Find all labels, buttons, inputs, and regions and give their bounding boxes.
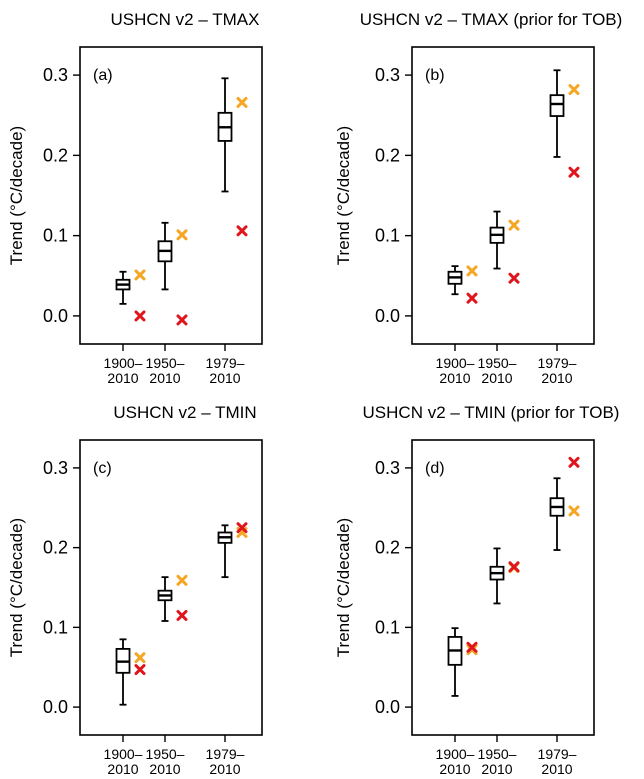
panel-title: USHCN v2 – TMIN <box>113 403 256 422</box>
panel-title: USHCN v2 – TMAX <box>111 10 260 29</box>
x-tick-label: 2010 <box>107 761 138 777</box>
x-tick-label: 1979– <box>206 746 245 762</box>
y-tick-label: 0.0 <box>375 697 400 717</box>
orange-marker <box>466 265 478 277</box>
panel-4: USHCN v2 – TMIN (prior for TOB) (d) Trend … <box>334 403 619 777</box>
y-tick-label: 0.2 <box>375 538 400 558</box>
y-tick-label: 0.1 <box>375 226 400 246</box>
x-tick-label: 2010 <box>149 761 180 777</box>
red-marker <box>508 272 520 284</box>
box-1 <box>115 638 131 706</box>
red-marker <box>176 609 188 621</box>
orange-marker <box>466 644 478 656</box>
plot-frame <box>79 46 263 345</box>
red-marker <box>568 166 580 178</box>
red-marker <box>466 641 478 653</box>
x-tick-label: 1979– <box>206 355 245 371</box>
y-tick-label: 0.1 <box>43 617 68 637</box>
orange-marker <box>568 84 580 96</box>
y-tick-label: 0.0 <box>43 306 68 326</box>
box-2 <box>489 547 505 605</box>
y-tick-label: 0.1 <box>375 617 400 637</box>
x-tick-label: 1900– <box>436 355 475 371</box>
y-axis-label: Trend (°C/decade) <box>7 518 26 657</box>
panel-2: USHCN v2 – TMAX (prior for TOB) (b) Trend … <box>334 10 622 386</box>
orange-marker <box>134 652 146 664</box>
panel-label: (c) <box>93 460 112 477</box>
red-marker <box>466 292 478 304</box>
x-tick-label: 1950– <box>478 746 517 762</box>
y-tick-label: 0.0 <box>375 306 400 326</box>
orange-marker <box>176 574 188 586</box>
y-tick-label: 0.3 <box>43 458 68 478</box>
box-1 <box>447 265 463 296</box>
plot-frame <box>79 439 263 736</box>
box-1 <box>447 627 463 697</box>
panel-label: (b) <box>425 67 445 84</box>
orange-marker <box>134 269 146 281</box>
panel-label: (d) <box>425 460 445 477</box>
panel-title: USHCN v2 – TMAX (prior for TOB) <box>360 10 623 29</box>
x-tick-label: 2010 <box>481 370 512 386</box>
box-3 <box>217 77 233 193</box>
plot-frame <box>411 46 595 345</box>
x-tick-label: 2010 <box>541 370 572 386</box>
box-2 <box>489 210 505 270</box>
y-tick-label: 0.3 <box>43 65 68 85</box>
y-axis-label: Trend (°C/decade) <box>334 518 353 657</box>
box-1 <box>115 270 131 305</box>
y-tick-label: 0.3 <box>375 458 400 478</box>
x-tick-label: 1950– <box>478 355 517 371</box>
x-tick-label: 2010 <box>149 370 180 386</box>
red-marker <box>176 314 188 326</box>
orange-marker <box>508 219 520 231</box>
x-tick-label: 2010 <box>439 370 470 386</box>
y-tick-label: 0.3 <box>375 65 400 85</box>
red-marker <box>134 310 146 322</box>
x-tick-label: 2010 <box>481 761 512 777</box>
box-2 <box>157 576 173 622</box>
box-3 <box>549 477 565 551</box>
red-marker <box>508 561 520 573</box>
panel-label: (a) <box>93 67 113 84</box>
x-tick-label: 1979– <box>538 746 577 762</box>
x-tick-label: 1900– <box>104 746 143 762</box>
plot-frame <box>411 439 595 736</box>
x-tick-label: 2010 <box>209 370 240 386</box>
orange-marker <box>176 229 188 241</box>
x-tick-label: 2010 <box>541 761 572 777</box>
red-marker <box>568 456 580 468</box>
y-tick-label: 0.2 <box>43 145 68 165</box>
panel-3: USHCN v2 – TMIN (c) Trend (°C/decade) 0.0 0.… <box>7 403 263 777</box>
y-tick-label: 0.0 <box>43 697 68 717</box>
y-tick-label: 0.2 <box>43 538 68 558</box>
box-body <box>549 94 565 117</box>
x-tick-label: 1950– <box>146 355 185 371</box>
x-tick-label: 2010 <box>209 761 240 777</box>
x-tick-label: 1979– <box>538 355 577 371</box>
box-3 <box>217 524 233 579</box>
box-3 <box>549 69 565 158</box>
x-tick-label: 1900– <box>104 355 143 371</box>
red-marker <box>134 664 146 676</box>
red-marker <box>236 225 248 237</box>
x-tick-label: 2010 <box>439 761 470 777</box>
x-tick-label: 1950– <box>146 746 185 762</box>
x-tick-label: 1900– <box>436 746 475 762</box>
panel-title: USHCN v2 – TMIN (prior for TOB) <box>363 403 620 422</box>
y-tick-label: 0.1 <box>43 226 68 246</box>
box-2 <box>157 221 173 291</box>
y-axis-label: Trend (°C/decade) <box>7 126 26 265</box>
orange-marker <box>568 505 580 517</box>
panel-1: USHCN v2 – TMAX (a) Trend (°C/decade) 0.0 0.… <box>7 10 263 386</box>
orange-marker <box>236 96 248 108</box>
y-axis-label: Trend (°C/decade) <box>334 126 353 265</box>
x-tick-label: 2010 <box>107 370 138 386</box>
y-tick-label: 0.2 <box>375 145 400 165</box>
red-marker <box>236 522 248 534</box>
